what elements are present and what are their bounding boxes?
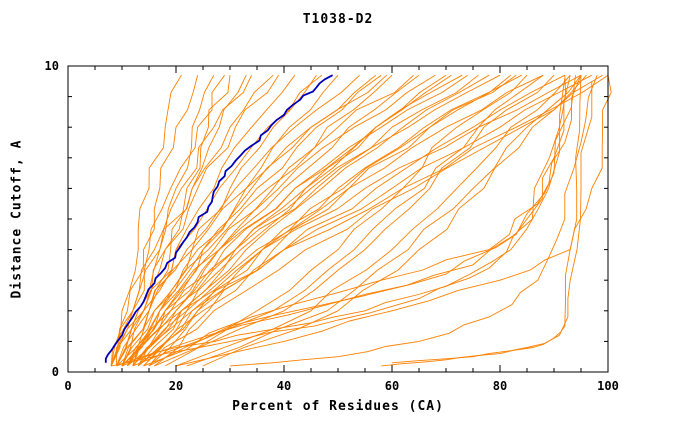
model-curve — [116, 75, 253, 366]
model-curve — [110, 74, 274, 366]
model-curve — [143, 75, 582, 367]
model-curve — [229, 75, 598, 367]
y-tick-label: 10 — [45, 59, 59, 73]
model-curve — [110, 74, 182, 366]
model-curve — [121, 74, 377, 367]
model-curve — [137, 74, 593, 367]
model-curve — [127, 74, 582, 367]
model-curve — [148, 74, 528, 367]
model-curve — [186, 74, 582, 367]
model-curve — [121, 75, 577, 367]
y-tick-label: 0 — [52, 365, 59, 379]
model-curve — [116, 74, 468, 367]
model-curve — [121, 74, 501, 367]
model-curve — [154, 74, 517, 367]
model-curve — [132, 74, 609, 367]
model-curve — [121, 74, 420, 367]
model-curve — [132, 74, 463, 367]
model-curve — [121, 74, 317, 367]
x-tick-label: 20 — [169, 379, 183, 393]
x-tick-label: 100 — [597, 379, 619, 393]
model-curve — [132, 74, 447, 367]
model-curve — [110, 74, 279, 367]
model-curve — [110, 75, 199, 367]
model-curve — [202, 74, 587, 367]
model-curve — [175, 75, 612, 367]
model-curve — [137, 74, 393, 367]
x-tick-label: 0 — [64, 379, 71, 393]
model-curve — [126, 74, 382, 367]
model-curve — [137, 74, 479, 367]
model-curve — [116, 74, 387, 367]
model-curve — [132, 74, 544, 367]
highlighted-model-curve — [104, 74, 334, 363]
model-curve — [121, 74, 414, 367]
model-curve — [110, 74, 296, 367]
model-curve — [381, 75, 582, 367]
model-curve — [121, 75, 231, 367]
model-curve — [127, 74, 436, 367]
model-curve — [137, 74, 512, 367]
model-curve — [143, 74, 566, 367]
model-curve — [164, 74, 555, 367]
model-curve — [116, 78, 566, 367]
model-curve — [110, 74, 225, 367]
x-tick-label: 80 — [493, 379, 507, 393]
model-curve — [132, 75, 571, 367]
x-axis-label: Percent of Residues (CA) — [232, 399, 444, 414]
model-curve — [111, 75, 567, 367]
model-curve — [148, 74, 522, 367]
model-curve — [391, 81, 593, 364]
model-curve — [175, 74, 571, 367]
x-tick-label: 60 — [385, 379, 399, 393]
model-curve — [148, 74, 603, 367]
model-curve — [116, 74, 360, 367]
chart-title: T1038-D2 — [302, 12, 374, 27]
model-curve — [143, 74, 452, 367]
model-curve — [116, 74, 215, 367]
model-curve — [154, 74, 544, 367]
x-tick-label: 40 — [277, 379, 291, 393]
